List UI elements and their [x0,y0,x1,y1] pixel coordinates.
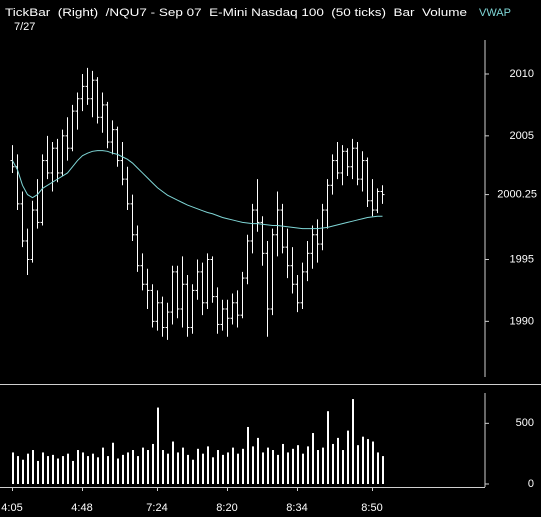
volume-bar [327,411,329,484]
volume-bar [192,459,194,484]
volume-bar [147,450,149,484]
volume-bar [177,452,179,484]
volume-bar [227,452,229,484]
volume-bar [242,448,244,484]
volume-bar [207,446,209,484]
volume-bar [367,439,369,484]
volume-bar [52,454,54,484]
volume-bar [47,456,49,484]
volume-bar [302,453,304,484]
volume-bar [312,433,314,484]
legend-entry: VWAP [479,7,511,19]
volume-bar [97,457,99,484]
volume-bar [57,458,59,484]
chart-title: TickBar (Right) /NQU7 - Sep 07 E-Mini Na… [5,7,467,19]
volume-bar [92,453,94,484]
volume-bar [122,454,124,484]
volume-bar [172,441,174,484]
volume-bar [272,450,274,484]
volume-bar [32,450,34,484]
volume-bar [307,446,309,484]
volume-bar [222,454,224,484]
volume-bar [262,452,264,484]
x-tick-label: 7:24 [146,502,167,514]
volume-bar [297,445,299,484]
volume-bar [317,450,319,484]
volume-bar [77,450,79,484]
volume-bar [167,453,169,484]
volume-bar [162,450,164,484]
y-tick-label: 1995 [510,253,534,265]
volume-bar [112,442,114,484]
volume-bar [132,450,134,484]
volume-bar [87,456,89,484]
volume-bar [127,452,129,484]
volume-bar [107,456,109,484]
header: TickBar (Right) /NQU7 - Sep 07 E-Mini Na… [5,7,511,19]
volume-bar [347,430,349,484]
volume-bar [362,436,364,484]
volume-bar [17,456,19,484]
volume-bar [202,453,204,484]
volume-bar [62,456,64,484]
volume-bar [332,443,334,484]
volume-bar [277,454,279,484]
y-tick-label: 2010 [510,68,534,80]
volume-bar [187,454,189,484]
volume-bar [72,460,74,484]
volume-bar [382,456,384,484]
volume-bar [377,452,379,484]
volume-bar [102,447,104,484]
volume-bar [357,445,359,484]
volume-bar [372,441,374,484]
volume-bar [142,447,144,484]
last-price-label: 2000.25 [497,188,537,200]
volume-bar [117,458,119,484]
volume-bar [282,443,284,484]
x-tick-label: 4:48 [71,502,92,514]
y-tick-label: 1990 [510,315,534,327]
volume-bar [217,450,219,484]
volume-bar [182,447,184,484]
volume-bar [257,437,259,484]
volume-bar [232,447,234,484]
x-tick-label: 8:34 [286,502,307,514]
volume-bar [247,426,249,484]
volume-bar [37,460,39,484]
volume-bar [82,452,84,484]
volume-bar [27,453,29,484]
volume-bar [157,407,159,484]
y-tick-label: 500 [516,417,534,429]
volume-bar [352,399,354,484]
volume-bar [252,446,254,484]
volume-bar [22,459,24,484]
volume-bar [197,448,199,484]
x-tick-label: 4:05 [1,502,22,514]
volume-bar [237,453,239,484]
volume-bar [12,452,14,484]
volume-bar [322,447,324,484]
volume-bar [137,456,139,484]
volume-bar [292,448,294,484]
volume-bar [152,443,154,484]
vwap-line [12,150,383,230]
x-tick-label: 8:20 [216,502,237,514]
volume-bar [67,453,69,484]
y-tick-label: 0 [528,478,534,490]
volume-bar [287,452,289,484]
volume-bar [342,450,344,484]
y-tick-label: 2005 [510,130,534,142]
volume-bar [42,452,44,484]
chart-subtitle: 7/27 [14,21,35,33]
x-tick-label: 8:50 [361,502,382,514]
volume-bar [267,447,269,484]
volume-bar [212,457,214,484]
volume-bar [337,437,339,484]
